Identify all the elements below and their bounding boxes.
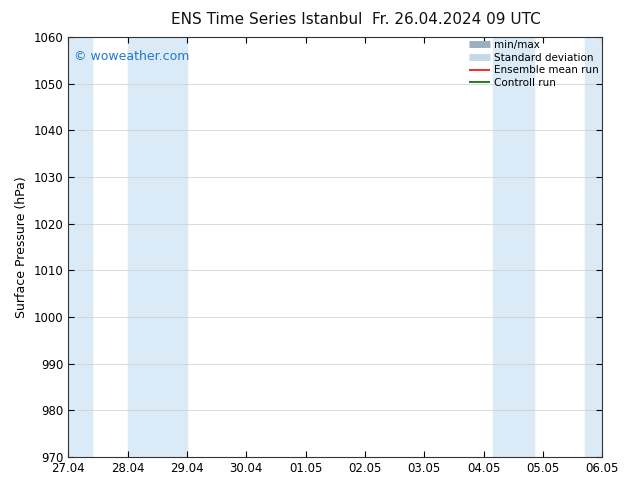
- Bar: [585, 37, 602, 457]
- Text: Fr. 26.04.2024 09 UTC: Fr. 26.04.2024 09 UTC: [372, 12, 541, 27]
- Bar: [68, 37, 92, 457]
- Y-axis label: Surface Pressure (hPa): Surface Pressure (hPa): [15, 176, 28, 318]
- Legend: min/max, Standard deviation, Ensemble mean run, Controll run: min/max, Standard deviation, Ensemble me…: [469, 40, 599, 88]
- Bar: [127, 37, 187, 457]
- Text: ENS Time Series Istanbul: ENS Time Series Istanbul: [171, 12, 362, 27]
- Bar: [493, 37, 534, 457]
- Text: © woweather.com: © woweather.com: [74, 50, 189, 63]
